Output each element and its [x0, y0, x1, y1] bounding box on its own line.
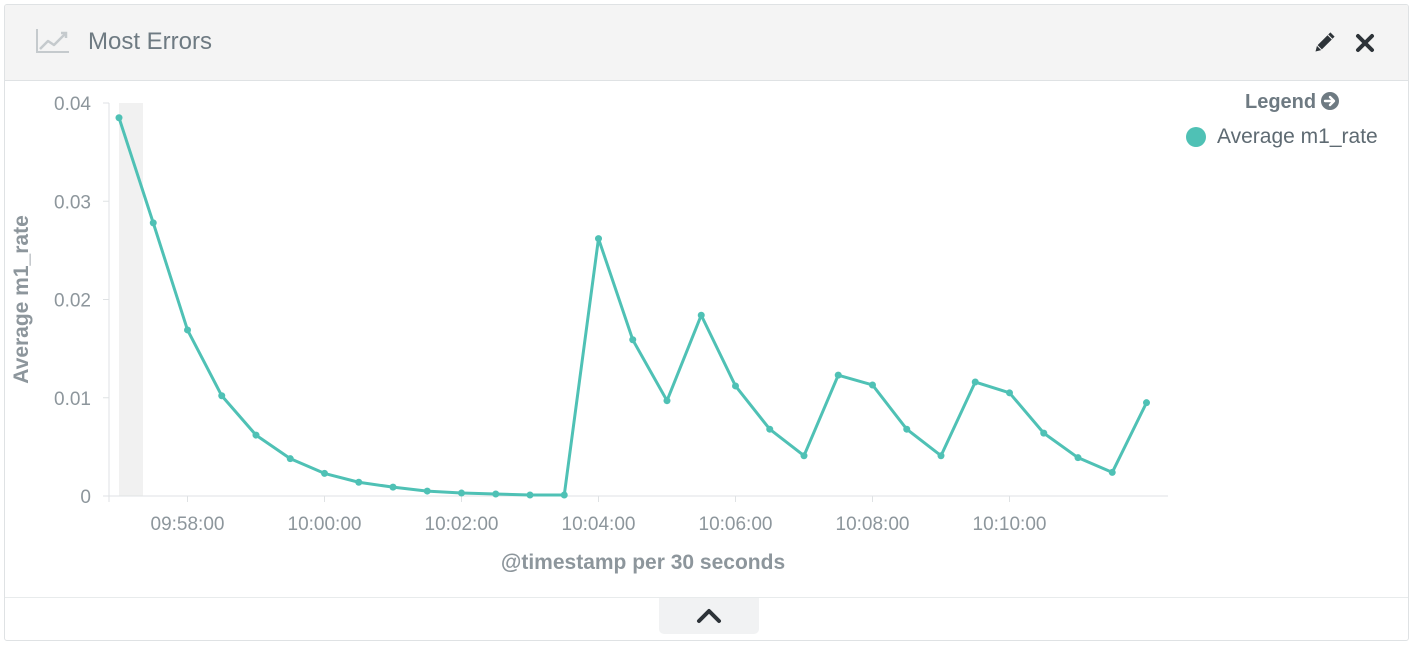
data-point	[286, 455, 294, 463]
data-point	[869, 381, 876, 389]
legend-toggle[interactable]: Legend	[1245, 90, 1340, 117]
data-point	[184, 326, 191, 334]
x-axis-title: @timestamp per 30 seconds	[501, 551, 785, 574]
data-point	[595, 235, 602, 243]
legend-color-dot	[1186, 127, 1206, 147]
circle-arrow-right-icon	[1321, 92, 1340, 110]
x-tick-label: 09:58:00	[151, 514, 225, 535]
legend-item[interactable]: Average m1_rate	[1186, 124, 1378, 150]
data-point	[937, 452, 945, 460]
edit-button[interactable]	[1312, 31, 1336, 55]
data-point	[1006, 389, 1013, 397]
data-point	[252, 431, 260, 439]
line-chart: 0 0.01 0.02 0.03 0.04 09:58:00 10:00:00 10:02:0…	[10, 94, 1168, 574]
y-axis-title: Average m1_rate	[10, 215, 33, 384]
data-point	[560, 491, 568, 499]
data-point	[766, 425, 774, 433]
chevron-up-icon	[697, 609, 721, 623]
data-point	[903, 425, 911, 433]
data-point	[492, 490, 500, 498]
data-point	[1074, 454, 1082, 462]
data-point	[1143, 399, 1150, 407]
panel-header: Most Errors	[5, 5, 1408, 81]
data-point	[732, 382, 739, 390]
data-point	[218, 392, 226, 400]
y-tick-label: 0.02	[54, 291, 91, 312]
x-tick-label: 10:02:00	[425, 514, 499, 535]
y-tick-label: 0.01	[54, 389, 91, 410]
panel-title: Most Errors	[88, 28, 213, 55]
line-chart-icon	[36, 29, 69, 53]
data-point	[663, 397, 671, 405]
data-point	[1108, 468, 1116, 476]
data-point	[115, 114, 123, 122]
data-point	[629, 336, 637, 344]
pencil-icon	[1315, 32, 1335, 52]
data-point	[800, 452, 808, 460]
x-tick-label: 10:08:00	[836, 514, 910, 535]
legend-label: Average m1_rate	[1217, 125, 1378, 148]
data-point	[355, 478, 363, 486]
data-point	[423, 487, 431, 495]
collapse-toggle-button[interactable]	[659, 598, 759, 634]
close-button[interactable]	[1353, 31, 1377, 55]
x-tick-label: 10:06:00	[699, 514, 773, 535]
close-icon	[1356, 34, 1374, 52]
data-point	[971, 378, 979, 386]
legend-title: Legend	[1245, 91, 1317, 113]
x-tick-label: 10:04:00	[562, 514, 636, 535]
data-point	[389, 483, 397, 491]
data-point	[697, 311, 705, 319]
data-point	[834, 371, 842, 379]
y-tick-label: 0.04	[54, 94, 91, 115]
data-point	[149, 219, 157, 227]
brush-highlight	[119, 103, 143, 496]
visualization-panel: Most Errors 0 0.01 0.02 0.03 0.04 09:58:00 10:…	[4, 4, 1409, 641]
x-tick-label: 10:00:00	[288, 514, 362, 535]
data-point	[321, 469, 328, 477]
data-point	[526, 491, 534, 499]
x-tick-label: 10:10:00	[973, 514, 1047, 535]
y-tick-label: 0	[80, 487, 91, 508]
y-tick-label: 0.03	[54, 192, 91, 213]
footer-divider	[5, 597, 1408, 598]
data-point	[1040, 429, 1048, 437]
series-line	[117, 117, 1148, 497]
data-point	[458, 489, 465, 497]
